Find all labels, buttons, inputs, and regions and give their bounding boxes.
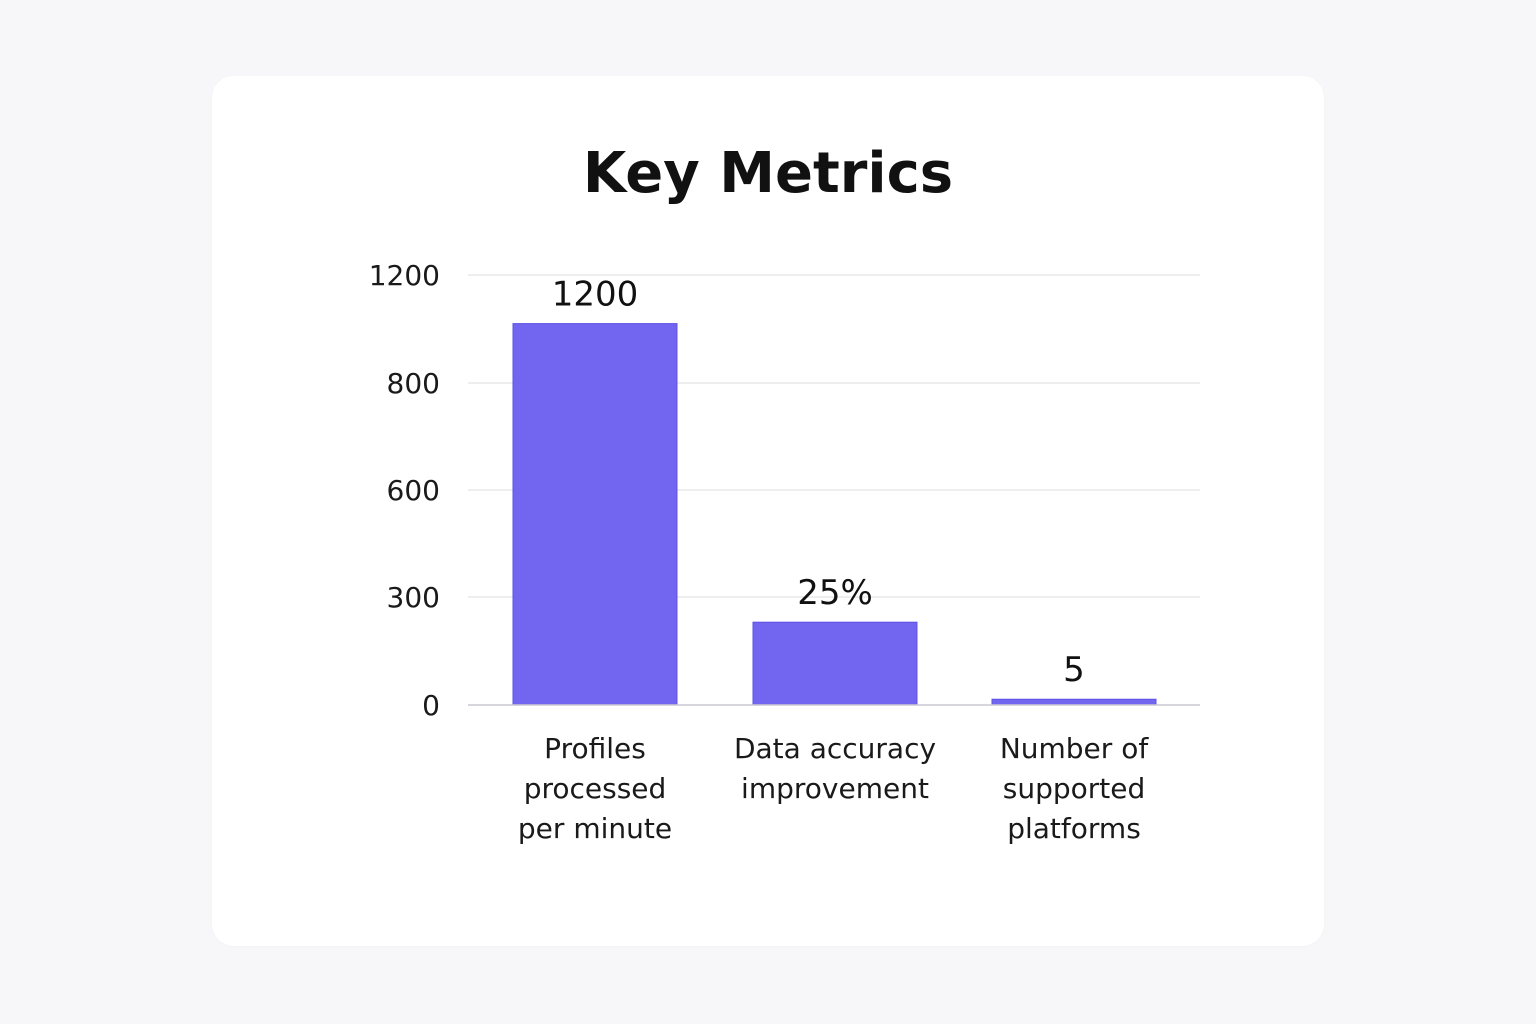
- bars: [512, 323, 1157, 706]
- bar-value-label: 5: [1063, 650, 1085, 690]
- value-labels: 1200 25% 5: [552, 275, 1085, 691]
- x-category-label: per minute: [518, 812, 672, 845]
- x-category-label: platforms: [1007, 812, 1141, 845]
- y-axis-ticks: 0 300 600 800 1200: [369, 259, 440, 722]
- x-category-label: processed: [524, 772, 667, 805]
- y-tick-label: 800: [387, 367, 440, 400]
- y-tick-label: 1200: [369, 259, 440, 292]
- x-category-label: Profiles: [544, 732, 646, 765]
- category-labels: Profiles processed per minute Data accuracy…: [518, 732, 1149, 845]
- chart-card: [212, 76, 1324, 946]
- chart-title: Key Metrics: [582, 141, 954, 206]
- x-category-label: Data accuracy: [734, 732, 936, 765]
- bar-value-label: 25%: [797, 573, 873, 613]
- x-category-label: supported: [1003, 772, 1146, 805]
- y-tick-label: 600: [387, 474, 440, 507]
- x-category-label: Number of: [1000, 732, 1150, 765]
- bar-value-label: 1200: [552, 275, 639, 315]
- bar: [991, 698, 1157, 706]
- y-tick-label: 300: [387, 581, 440, 614]
- bar: [752, 621, 918, 706]
- bar: [512, 323, 678, 706]
- x-category-label: improvement: [741, 772, 929, 805]
- y-tick-label: 0: [422, 689, 440, 722]
